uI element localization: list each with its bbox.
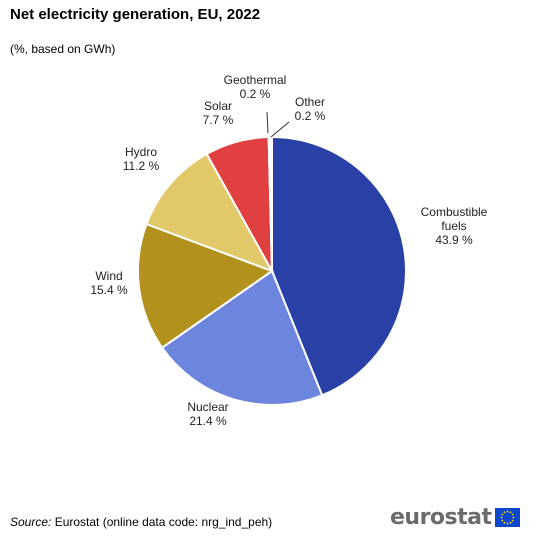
pie-chart: Combustible fuels 43.9 % Nuclear 21.4 % Wind 1… <box>90 73 487 428</box>
source-label: Source: <box>10 515 52 529</box>
pie-slice-nuclear <box>160 269 324 406</box>
slice-label-combustible-fuels: Combustible fuels 43.9 % <box>421 205 488 247</box>
leader-line-geothermal <box>266 111 269 134</box>
slice-label-hydro: Hydro 11.2 % <box>123 145 160 173</box>
pie-slice-wind <box>137 222 275 350</box>
slice-label-wind: Wind 15.4 % <box>90 269 128 297</box>
leader-lines <box>266 111 290 138</box>
chart-title: Net electricity generation, EU, 2022 <box>10 6 261 23</box>
leader-line-other <box>270 121 290 138</box>
pie-slice-combustible-fuels <box>271 135 407 397</box>
source-text: Eurostat (online data code: nrg_ind_peh) <box>51 515 273 529</box>
slice-labels: Combustible fuels 43.9 % Nuclear 21.4 % Wind 1… <box>90 73 487 428</box>
eu-flag-icon <box>494 507 520 527</box>
pie-slices <box>137 135 407 406</box>
chart-subtitle: (%, based on GWh) <box>10 42 116 56</box>
eurostat-logo-text: eurostat <box>390 504 492 530</box>
eurostat-logo: eurostat <box>390 504 520 530</box>
pie-slice-hydro <box>145 152 275 273</box>
slice-label-solar: Solar 7.7 % <box>203 99 234 127</box>
source-note: Source: Eurostat (online data code: nrg_… <box>10 515 272 529</box>
slice-label-nuclear: Nuclear 21.4 % <box>187 400 228 428</box>
slice-label-geothermal: Geothermal 0.2 % <box>224 73 287 101</box>
slice-label-other: Other 0.2 % <box>295 95 326 123</box>
